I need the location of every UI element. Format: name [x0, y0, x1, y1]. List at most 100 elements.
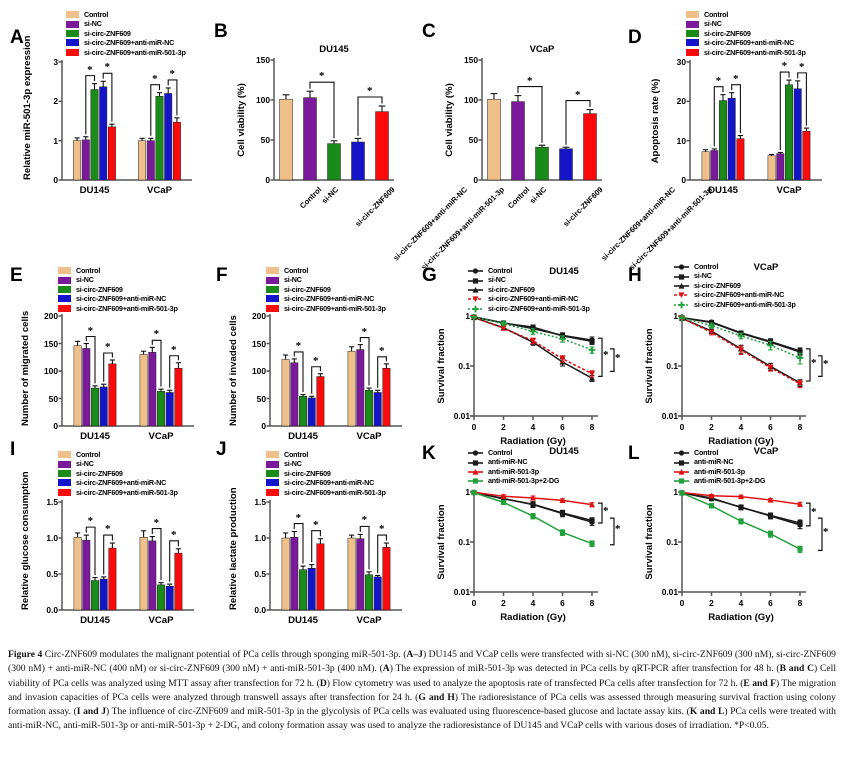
y-tick-label: 50	[256, 393, 266, 404]
legend-label: Control	[76, 450, 101, 459]
legend-label: anti-miR-501-3p	[694, 466, 745, 476]
y-tick-label: 0.0	[46, 605, 58, 615]
panel-letter-j: J	[216, 439, 227, 460]
legend-swatch	[266, 479, 279, 487]
plot-area	[266, 500, 402, 611]
legend-label: si-NC	[704, 19, 722, 29]
plot-area	[58, 500, 194, 611]
legend-item: si-NC	[66, 19, 186, 28]
legend-label: Control	[694, 262, 719, 271]
legend-label: si-circ-ZNF609+anti-miR-NC	[284, 294, 375, 304]
legend-item: anti-miR-NC	[674, 457, 765, 466]
y-tick-label: 1.0	[46, 533, 58, 543]
x-tick-label: 6	[768, 598, 773, 608]
y-tick-label: 100	[252, 366, 266, 376]
legend-swatch	[58, 267, 71, 275]
legend-label: si-circ-ZNF609	[84, 28, 131, 38]
y-axis-label: Cell viability (%)	[236, 83, 247, 157]
legend-item: si-circ-ZNF609	[686, 29, 806, 38]
series-3	[471, 314, 595, 378]
plot-title: DU145	[549, 266, 579, 277]
series-2	[679, 489, 803, 507]
y-tick-label: 1	[53, 135, 58, 146]
y-tick-label: 1.5	[254, 497, 266, 507]
x-category-label: VCaP	[356, 431, 382, 442]
x-tick-label: 0	[471, 598, 477, 608]
legend-swatch	[66, 29, 79, 37]
legend-item: si-circ-ZNF609+anti-miR-501-3p	[266, 488, 386, 497]
legend: Control si-NC si-circ-ZNF609 si-circ-ZNF609…	[686, 10, 806, 57]
x-category-label: VCaP	[148, 615, 174, 626]
legend-item: si-circ-ZNF609+anti-miR-NC	[266, 478, 386, 487]
series-3	[471, 490, 595, 548]
legend-swatch	[686, 48, 699, 56]
x-category-label: VCaP	[146, 185, 173, 196]
panel-i: I Control si-NC si-circ-ZNF609 si-circ-ZNF60…	[0, 432, 212, 637]
plot-title: DU145	[319, 44, 349, 55]
legend-swatch	[266, 276, 279, 284]
panel-b: B 0 50 100 150 Control si-NC si-circ-ZNF609 si-c…	[208, 0, 506, 272]
y-tick-label: 1.5	[46, 497, 58, 507]
legend-label: si-NC	[84, 19, 102, 29]
legend-swatch	[686, 39, 699, 47]
panel-a: A Control si-NC si-circ-ZNF609 si-circ-ZNF60…	[0, 0, 212, 250]
legend-item: si-circ-ZNF609+anti-miR-NC	[58, 478, 178, 487]
legend-label: si-circ-ZNF609+anti-miR-NC	[84, 38, 175, 48]
legend-label: si-NC	[488, 275, 506, 285]
legend-label: si-circ-ZNF609+anti-miR-501-3p	[84, 47, 186, 57]
legend: Control anti-miR-NC anti-miR-501-3p anti-mi…	[468, 448, 559, 486]
x-category-label: DU145	[288, 431, 318, 442]
legend-item: si-NC	[468, 275, 590, 284]
legend-item: si-circ-ZNF609+anti-miR-501-3p	[266, 304, 386, 313]
legend-label: Control	[694, 448, 719, 457]
significance-marker: *	[152, 72, 158, 85]
legend-item: si-circ-ZNF609+anti-miR-501-3p	[66, 48, 186, 57]
y-axis-label: Apoptosis rate (%)	[650, 78, 661, 164]
legend-label: si-NC	[76, 459, 94, 469]
y-tick-label: 50	[260, 135, 270, 145]
legend-label: Control	[704, 10, 729, 19]
panel-k: K Control anti-miR-NC anti-miR-501-3p anti-m…	[416, 432, 628, 637]
x-tick-label: 8	[797, 422, 803, 432]
plot-area	[478, 58, 602, 181]
legend-swatch	[58, 276, 71, 284]
significance-marker: *	[575, 88, 581, 101]
x-category-label: VCaP	[356, 615, 382, 626]
x-tick-label: 4	[530, 598, 536, 608]
legend-swatch	[58, 488, 71, 496]
legend-label: si-circ-ZNF609	[76, 468, 123, 478]
significance-marker: *	[87, 324, 94, 337]
significance-marker: *	[153, 328, 160, 341]
legend-swatch	[468, 305, 483, 313]
legend-swatch	[468, 286, 483, 293]
legend: Control si-NC si-circ-ZNF609 si-circ-ZNF609…	[266, 450, 386, 497]
legend-label: si-circ-ZNF609+anti-miR-501-3p	[76, 303, 178, 313]
legend-item: si-circ-ZNF609+anti-miR-501-3p	[58, 488, 178, 497]
legend-label: si-circ-ZNF609	[704, 28, 751, 38]
legend-swatch	[66, 20, 79, 28]
y-tick-label: 0.0	[254, 605, 266, 615]
panel-c: C 0 50 100 150 Control si-NC si-circ-ZNF609 si-c…	[416, 0, 714, 272]
legend-item: anti-miR-501-3p+2-DG	[468, 476, 559, 485]
legend-item: si-NC	[58, 459, 178, 468]
y-tick-label: 200	[44, 311, 58, 321]
legend-swatch	[468, 477, 483, 484]
x-tick-label: 0	[471, 422, 477, 432]
x-tick-label: 4	[738, 598, 744, 608]
legend-item: Control	[674, 448, 765, 457]
legend-label: si-circ-ZNF609	[488, 284, 535, 294]
legend-swatch	[468, 468, 483, 475]
series-3	[679, 315, 803, 389]
legend-item: si-circ-ZNF609	[266, 469, 386, 478]
legend-swatch	[58, 295, 71, 303]
x-tick-label: 2	[501, 598, 506, 608]
significance-marker: *	[361, 325, 368, 338]
y-tick-label: 100	[256, 95, 270, 105]
legend-swatch	[58, 469, 71, 477]
legend-swatch	[468, 449, 483, 456]
panel-letter-d: D	[628, 27, 642, 48]
plot-title: VCaP	[753, 262, 779, 273]
legend-item: si-circ-ZNF609+anti-miR-NC	[58, 294, 178, 303]
legend-item: si-circ-ZNF609	[674, 281, 796, 290]
y-axis-label: Relative glucose consumption	[20, 471, 31, 610]
